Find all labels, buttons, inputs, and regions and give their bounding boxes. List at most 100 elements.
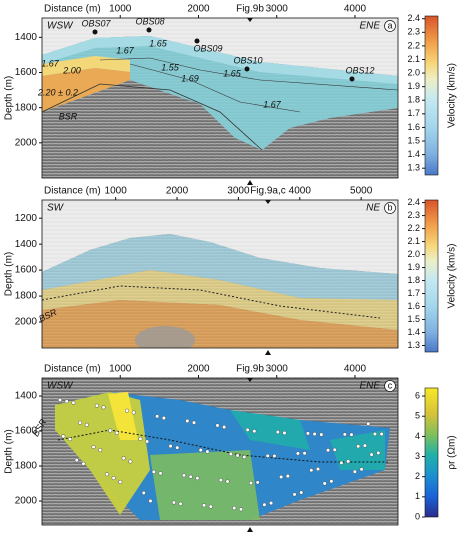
electrode xyxy=(101,405,106,410)
electrode xyxy=(292,492,297,497)
water-column xyxy=(42,200,398,274)
electrode xyxy=(148,498,153,503)
x-tick-label: 1000 xyxy=(109,4,132,15)
electrode xyxy=(158,471,163,476)
plot-frame xyxy=(41,17,399,179)
panel-letter: a xyxy=(387,20,392,30)
reference-marker xyxy=(265,350,271,355)
electrode xyxy=(145,439,150,444)
reference-marker xyxy=(247,527,253,532)
colorbar-tick-label: 1.5 xyxy=(407,135,420,145)
electrode xyxy=(312,432,317,437)
velocity-layer xyxy=(42,56,130,76)
electrode xyxy=(125,408,130,413)
panel-badge xyxy=(384,20,396,32)
panel: 1000 2000 3000 4000 1400 1600 1800 2000 Distance… xyxy=(4,364,458,532)
electrode xyxy=(208,504,213,509)
colorbar-tick-label: 1 xyxy=(415,491,420,501)
y-tick-label: 1800 xyxy=(15,291,38,302)
electrode xyxy=(225,479,230,484)
electrode xyxy=(309,468,314,473)
electrode xyxy=(248,481,253,486)
annotation: 1.67 xyxy=(116,45,135,55)
reference-label: Fig.9a,c xyxy=(250,186,286,197)
x-tick-label: 3000 xyxy=(227,186,250,197)
electrode xyxy=(195,476,200,481)
electrode xyxy=(232,506,237,511)
colorbar-tick-label: 4 xyxy=(415,431,420,441)
electrode xyxy=(128,459,133,464)
electrode xyxy=(339,460,344,465)
electrode xyxy=(235,453,240,458)
colorbar-tick-label: 1.8 xyxy=(407,275,420,285)
velocity-anomaly xyxy=(135,326,195,348)
electrode xyxy=(181,473,186,478)
electrode xyxy=(305,431,310,436)
colorbar-tick-label: 2.2 xyxy=(407,223,420,233)
annotation: OBS10 xyxy=(233,55,262,65)
colorbar-tick-label: 1.4 xyxy=(407,327,420,337)
electrode xyxy=(215,423,220,428)
water-column xyxy=(42,18,398,76)
resistivity-model xyxy=(330,430,385,470)
y-tick-label: 2000 xyxy=(15,317,38,328)
resistivity-model xyxy=(230,410,310,450)
reference-marker xyxy=(247,378,253,382)
x-tick-label: 4000 xyxy=(344,364,367,375)
electrode xyxy=(352,469,357,474)
electrode xyxy=(269,501,274,506)
annotation: 1.65 xyxy=(223,68,242,78)
reference-label: Fig.9b xyxy=(236,364,264,375)
colorbar-tick-label: 2.0 xyxy=(407,67,420,77)
electrode xyxy=(205,449,210,454)
electrode xyxy=(265,453,270,458)
annotation: 2.00 xyxy=(62,65,81,75)
electrode xyxy=(161,416,166,421)
annotation: 1.67 xyxy=(263,99,282,109)
electrode xyxy=(68,437,73,442)
reference-marker xyxy=(247,180,253,185)
panel: 1000 2000 3000 4000 5000 1200 1400 1600 1800 2000… xyxy=(4,186,458,355)
electrode xyxy=(81,461,86,466)
obs-marker xyxy=(146,27,152,33)
annotation: OBS07 xyxy=(81,18,111,28)
obs-marker xyxy=(92,29,98,35)
colorbar-tick-label: 2.1 xyxy=(407,54,420,64)
x-tick-label: 5000 xyxy=(350,186,373,197)
annotation: 1.55 xyxy=(161,62,180,72)
x-tick-label: 4000 xyxy=(289,186,312,197)
electrode xyxy=(141,490,146,495)
colorbar-tick-label: 2 xyxy=(415,471,420,481)
electrode xyxy=(64,399,69,404)
electrode xyxy=(322,481,327,486)
colorbar-tick-label: 3 xyxy=(415,451,420,461)
electrode xyxy=(94,403,99,408)
layer-boundary xyxy=(129,63,301,113)
y-tick-label: 1400 xyxy=(15,391,38,402)
electrode xyxy=(168,444,173,449)
electrode xyxy=(138,436,143,441)
y-tick-label: 1600 xyxy=(15,67,38,78)
electrode xyxy=(376,450,381,455)
electrode xyxy=(242,454,247,459)
colorbar-tick-label: 1.9 xyxy=(407,262,420,272)
direction-label: ENE xyxy=(359,381,380,392)
electrode xyxy=(369,452,374,457)
colorbar-tick-label: 1.4 xyxy=(407,149,420,159)
x-axis-label: Distance (m) xyxy=(44,4,101,15)
electrode xyxy=(175,445,180,450)
colorbar xyxy=(424,15,439,176)
electrode xyxy=(155,414,160,419)
bsr-line xyxy=(42,285,381,319)
electrode xyxy=(118,479,123,484)
electrode xyxy=(346,459,351,464)
x-tick-label: 1000 xyxy=(105,186,128,197)
electrode xyxy=(342,432,347,437)
velocity-layer xyxy=(42,36,398,84)
electrode xyxy=(285,474,290,479)
electrode xyxy=(332,447,337,452)
colorbar-tick-label: 1.3 xyxy=(407,163,420,173)
velocity-layer xyxy=(42,300,398,348)
electrode xyxy=(252,429,257,434)
y-tick-label: 1600 xyxy=(15,426,38,437)
